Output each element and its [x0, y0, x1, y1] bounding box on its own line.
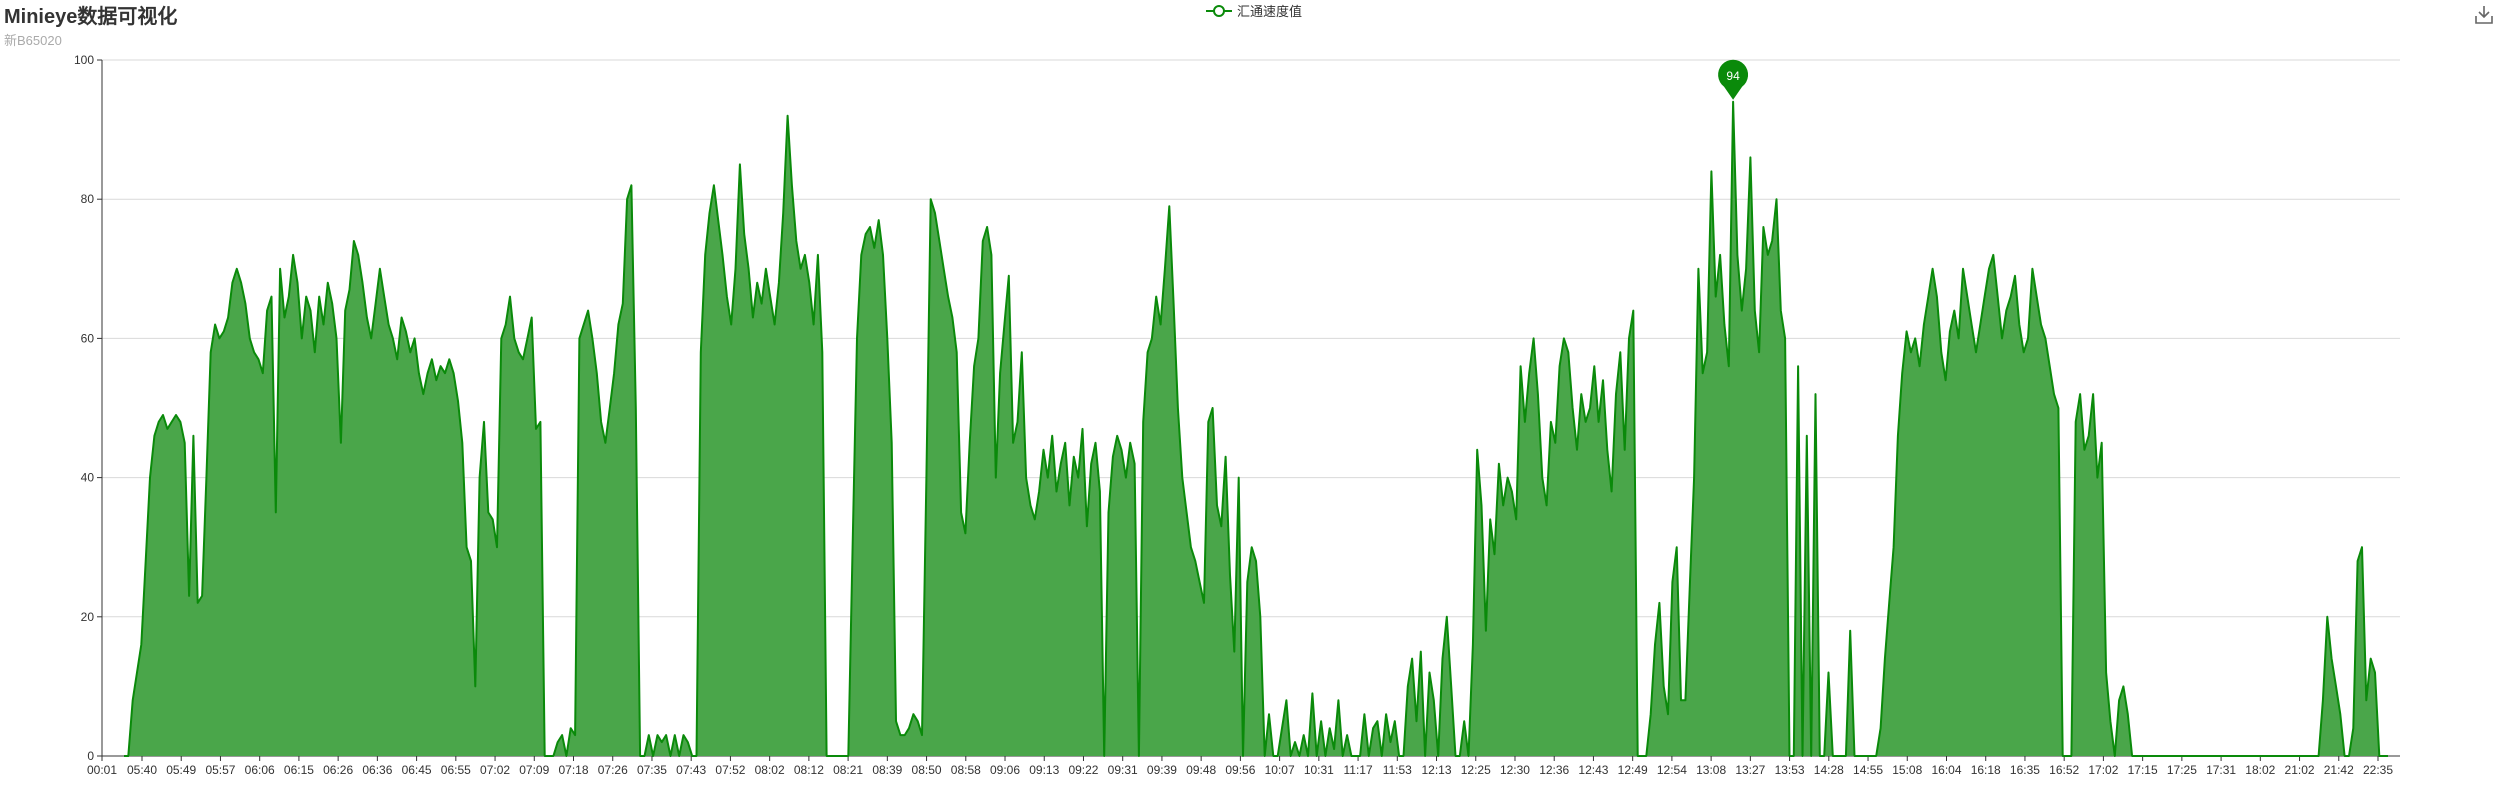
x-tick-label: 16:18: [1971, 763, 2001, 777]
legend-marker-icon: [1206, 4, 1232, 18]
x-tick-label: 08:39: [872, 763, 902, 777]
x-tick-label: 11:53: [1383, 763, 1412, 777]
x-tick-label: 09:39: [1147, 763, 1177, 777]
x-tick-label: 17:15: [2128, 763, 2158, 777]
x-tick-label: 18:02: [2245, 763, 2275, 777]
series-line: [124, 100, 2388, 757]
x-tick-label: 08:21: [833, 763, 863, 777]
chart-subtitle: 新B65020: [4, 33, 62, 48]
x-tick-label: 05:57: [205, 763, 235, 777]
x-tick-label: 08:02: [755, 763, 785, 777]
y-tick-label: 20: [81, 610, 95, 624]
x-tick-label: 09:13: [1029, 763, 1059, 777]
x-tick-label: 09:48: [1186, 763, 1216, 777]
x-tick-label: 21:42: [2324, 763, 2354, 777]
x-tick-label: 13:27: [1735, 763, 1765, 777]
x-tick-label: 07:35: [637, 763, 667, 777]
x-tick-label: 06:15: [284, 763, 314, 777]
x-tick-label: 12:13: [1422, 763, 1452, 777]
x-tick-label: 08:50: [912, 763, 942, 777]
max-marker-label: 94: [1726, 69, 1740, 83]
x-tick-label: 07:43: [676, 763, 706, 777]
x-tick-label: 00:01: [87, 763, 117, 777]
max-marker-pin: [1718, 59, 1749, 100]
x-tick-label: 17:31: [2206, 763, 2236, 777]
x-tick-label: 14:55: [1853, 763, 1883, 777]
y-tick-label: 40: [81, 471, 95, 485]
x-tick-label: 06:36: [362, 763, 392, 777]
x-tick-label: 07:52: [715, 763, 745, 777]
x-tick-label: 06:06: [245, 763, 275, 777]
x-tick-label: 17:02: [2088, 763, 2118, 777]
marker-layer: 94: [1718, 59, 1749, 100]
x-tick-label: 07:09: [519, 763, 549, 777]
y-tick-label: 100: [74, 53, 94, 67]
x-tick-label: 12:54: [1657, 763, 1687, 777]
x-axis: 00:01 05:40 05:49 05:57 06:06 06:15 06:26 06:36…: [87, 755, 2400, 777]
x-tick-label: 09:31: [1108, 763, 1138, 777]
download-icon[interactable]: [2474, 4, 2494, 26]
x-tick-label: 09:56: [1225, 763, 1255, 777]
x-tick-label: 12:36: [1539, 763, 1569, 777]
legend-item[interactable]: 汇通速度值: [1206, 1, 1302, 20]
x-tick-label: 21:02: [2285, 763, 2315, 777]
y-tick-label: 80: [81, 192, 95, 206]
x-tick-label: 07:26: [598, 763, 628, 777]
x-tick-label: 08:58: [951, 763, 981, 777]
x-tick-label: 12:49: [1618, 763, 1648, 777]
y-axis: 0 20 40 60 80 100: [74, 53, 103, 763]
x-tick-label: 09:06: [990, 763, 1020, 777]
x-tick-label: 11:17: [1343, 763, 1372, 777]
x-tick-label: 13:53: [1775, 763, 1805, 777]
y-tick-label: 0: [87, 749, 94, 763]
x-tick-label: 12:25: [1461, 763, 1491, 777]
x-tick-label: 17:25: [2167, 763, 2197, 777]
x-tick-label: 12:30: [1500, 763, 1530, 777]
x-tick-label: 06:26: [323, 763, 353, 777]
y-tick-label: 60: [81, 331, 95, 345]
x-tick-label: 05:49: [166, 763, 196, 777]
x-tick-label: 16:04: [1931, 763, 1961, 777]
x-tick-label: 12:43: [1578, 763, 1608, 777]
x-tick-label: 07:02: [480, 763, 510, 777]
x-tick-label: 10:31: [1304, 763, 1334, 777]
legend-label: 汇通速度值: [1237, 4, 1303, 19]
x-tick-label: 13:08: [1696, 763, 1726, 777]
x-tick-label: 07:18: [558, 763, 588, 777]
x-tick-label: 22:35: [2363, 763, 2393, 777]
x-tick-label: 14:28: [1814, 763, 1844, 777]
x-tick-label: 09:22: [1068, 763, 1098, 777]
x-tick-label: 10:07: [1265, 763, 1295, 777]
x-tick-label: 16:52: [2049, 763, 2079, 777]
x-tick-label: 15:08: [1892, 763, 1922, 777]
x-tick-label: 08:12: [794, 763, 824, 777]
x-tick-label: 16:35: [2010, 763, 2040, 777]
x-tick-label: 06:45: [402, 763, 432, 777]
series-area: [124, 101, 2388, 757]
chart-title: Minieye数据可视化: [4, 6, 178, 28]
x-tick-label: 06:55: [441, 763, 471, 777]
series-layer: [124, 100, 2388, 757]
x-tick-label: 05:40: [127, 763, 157, 777]
